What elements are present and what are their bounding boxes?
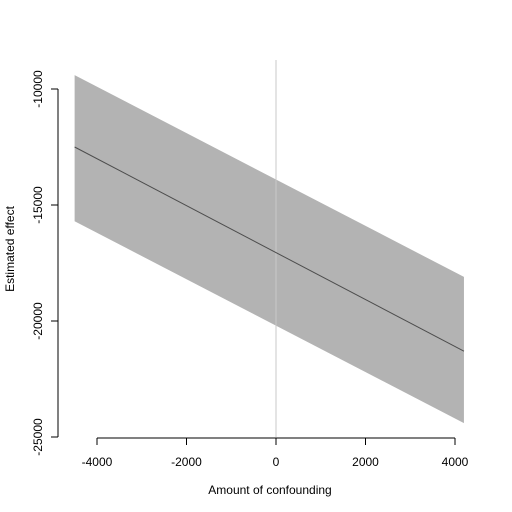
x-tick-label: -2000 xyxy=(171,455,202,469)
y-tick-label: -25000 xyxy=(31,418,45,456)
y-axis: -25000 -20000 -15000 -10000 xyxy=(31,70,58,456)
y-tick-label: -20000 xyxy=(31,302,45,340)
x-axis-label: Amount of confounding xyxy=(208,483,331,497)
y-axis-label: Estimated effect xyxy=(3,205,17,291)
x-axis: -4000 -2000 0 2000 4000 xyxy=(82,438,469,469)
plot-area xyxy=(75,60,464,437)
x-tick-label: 2000 xyxy=(352,455,379,469)
x-tick-label: 0 xyxy=(273,455,280,469)
y-tick-label: -10000 xyxy=(31,70,45,108)
x-tick-label: 4000 xyxy=(442,455,469,469)
x-tick-label: -4000 xyxy=(82,455,113,469)
y-tick-label: -15000 xyxy=(31,186,45,224)
